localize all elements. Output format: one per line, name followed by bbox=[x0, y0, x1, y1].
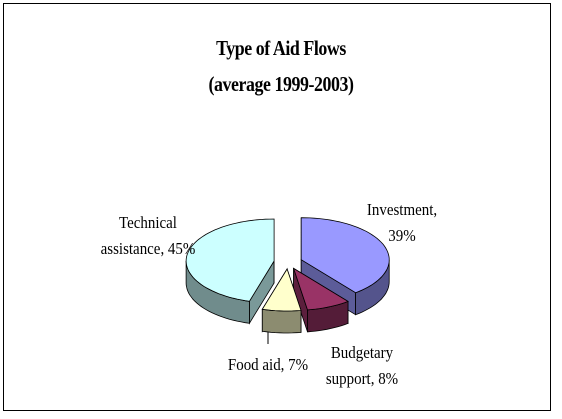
chart-title: Type of Aid Flows bbox=[216, 36, 346, 60]
pie-slice bbox=[185, 218, 275, 302]
pie-slice bbox=[300, 217, 390, 294]
data-label: Technical assistance, 45% bbox=[100, 213, 196, 258]
slice-side bbox=[261, 308, 302, 334]
pie-slice bbox=[292, 267, 349, 311]
chart-subtitle: (average 1999-2003) bbox=[208, 72, 354, 96]
pie-slice bbox=[261, 268, 302, 312]
chart-border bbox=[3, 3, 551, 411]
data-label: Budgetary support, 8% bbox=[325, 343, 399, 388]
data-label: Investment, 39% bbox=[366, 200, 438, 245]
data-label: Food aid, 7% bbox=[227, 355, 309, 374]
